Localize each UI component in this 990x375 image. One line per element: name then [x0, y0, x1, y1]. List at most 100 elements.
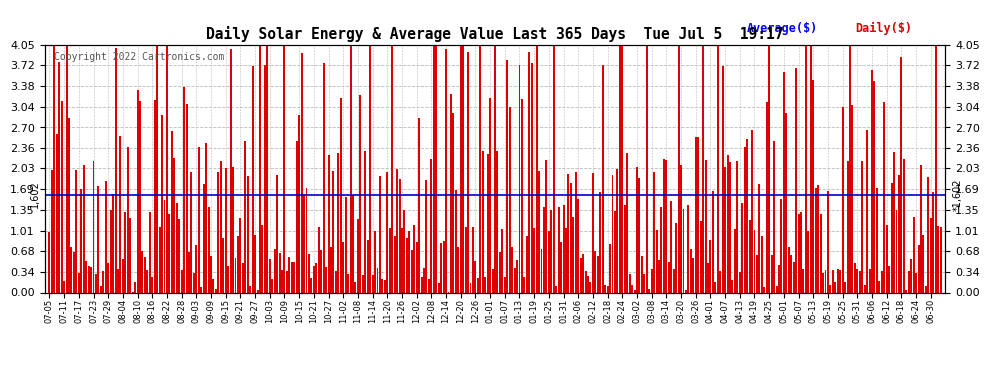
Bar [592, 173, 594, 292]
Bar [85, 261, 87, 292]
Bar [161, 114, 163, 292]
Bar [345, 197, 346, 292]
Bar [918, 245, 920, 292]
Bar [492, 269, 494, 292]
Bar [920, 165, 922, 292]
Bar [545, 160, 547, 292]
Bar [560, 242, 562, 292]
Bar [166, 45, 168, 292]
Bar [296, 141, 298, 292]
Bar [575, 172, 577, 292]
Bar [438, 283, 440, 292]
Bar [832, 270, 834, 292]
Bar [176, 203, 178, 292]
Bar [732, 280, 734, 292]
Bar [188, 252, 190, 292]
Bar [680, 165, 682, 292]
Bar [891, 183, 893, 292]
Bar [886, 225, 888, 292]
Bar [148, 212, 150, 292]
Bar [479, 45, 481, 292]
Bar [210, 256, 212, 292]
Bar [100, 286, 102, 292]
Bar [763, 287, 765, 292]
Bar [903, 159, 905, 292]
Bar [180, 270, 182, 292]
Bar [330, 247, 332, 292]
Bar [516, 260, 518, 292]
Bar [88, 266, 89, 292]
Bar [443, 241, 445, 292]
Bar [940, 228, 941, 292]
Bar [418, 118, 420, 292]
Bar [384, 280, 386, 292]
Bar [660, 207, 662, 292]
Bar [75, 170, 77, 292]
Bar [822, 273, 824, 292]
Bar [896, 210, 898, 292]
Bar [65, 45, 67, 292]
Bar [793, 262, 795, 292]
Bar [925, 286, 927, 292]
Bar [851, 105, 853, 292]
Bar [135, 282, 136, 292]
Bar [913, 217, 915, 292]
Bar [923, 234, 925, 292]
Bar [389, 228, 391, 292]
Bar [55, 134, 57, 292]
Bar [746, 139, 748, 292]
Bar [639, 178, 641, 292]
Bar [198, 147, 200, 292]
Bar [428, 279, 430, 292]
Bar [283, 45, 285, 292]
Bar [541, 249, 543, 292]
Bar [151, 277, 153, 292]
Bar [311, 278, 313, 292]
Bar [835, 282, 837, 292]
Bar [577, 199, 579, 292]
Bar [675, 223, 677, 292]
Bar [758, 184, 760, 292]
Bar [347, 274, 349, 292]
Bar [286, 272, 288, 292]
Title: Daily Solar Energy & Average Value Last 365 Days  Tue Jul 5  19:17: Daily Solar Energy & Average Value Last … [206, 27, 784, 42]
Bar [83, 165, 85, 292]
Bar [359, 96, 361, 292]
Bar [873, 81, 875, 292]
Bar [883, 102, 885, 292]
Bar [364, 151, 366, 292]
Bar [617, 169, 619, 292]
Bar [379, 176, 381, 292]
Bar [298, 115, 300, 292]
Bar [254, 235, 256, 292]
Bar [511, 247, 513, 292]
Bar [539, 171, 541, 292]
Bar [291, 262, 293, 292]
Bar [484, 277, 486, 292]
Bar [650, 269, 652, 292]
Bar [707, 263, 709, 292]
Bar [524, 276, 526, 292]
Bar [276, 175, 278, 292]
Bar [242, 263, 244, 292]
Bar [411, 250, 413, 292]
Bar [338, 153, 340, 292]
Bar [715, 282, 717, 292]
Bar [840, 270, 842, 292]
Bar [371, 275, 373, 292]
Bar [624, 205, 626, 292]
Bar [251, 66, 253, 292]
Text: Copyright 2022 Cartronics.com: Copyright 2022 Cartronics.com [53, 53, 224, 62]
Bar [340, 98, 342, 292]
Bar [320, 250, 322, 292]
Bar [147, 270, 148, 292]
Bar [190, 172, 192, 292]
Bar [472, 228, 474, 292]
Bar [381, 279, 383, 292]
Bar [514, 268, 516, 292]
Bar [115, 48, 117, 292]
Bar [727, 155, 729, 292]
Bar [426, 180, 428, 292]
Bar [775, 286, 777, 292]
Bar [193, 273, 195, 292]
